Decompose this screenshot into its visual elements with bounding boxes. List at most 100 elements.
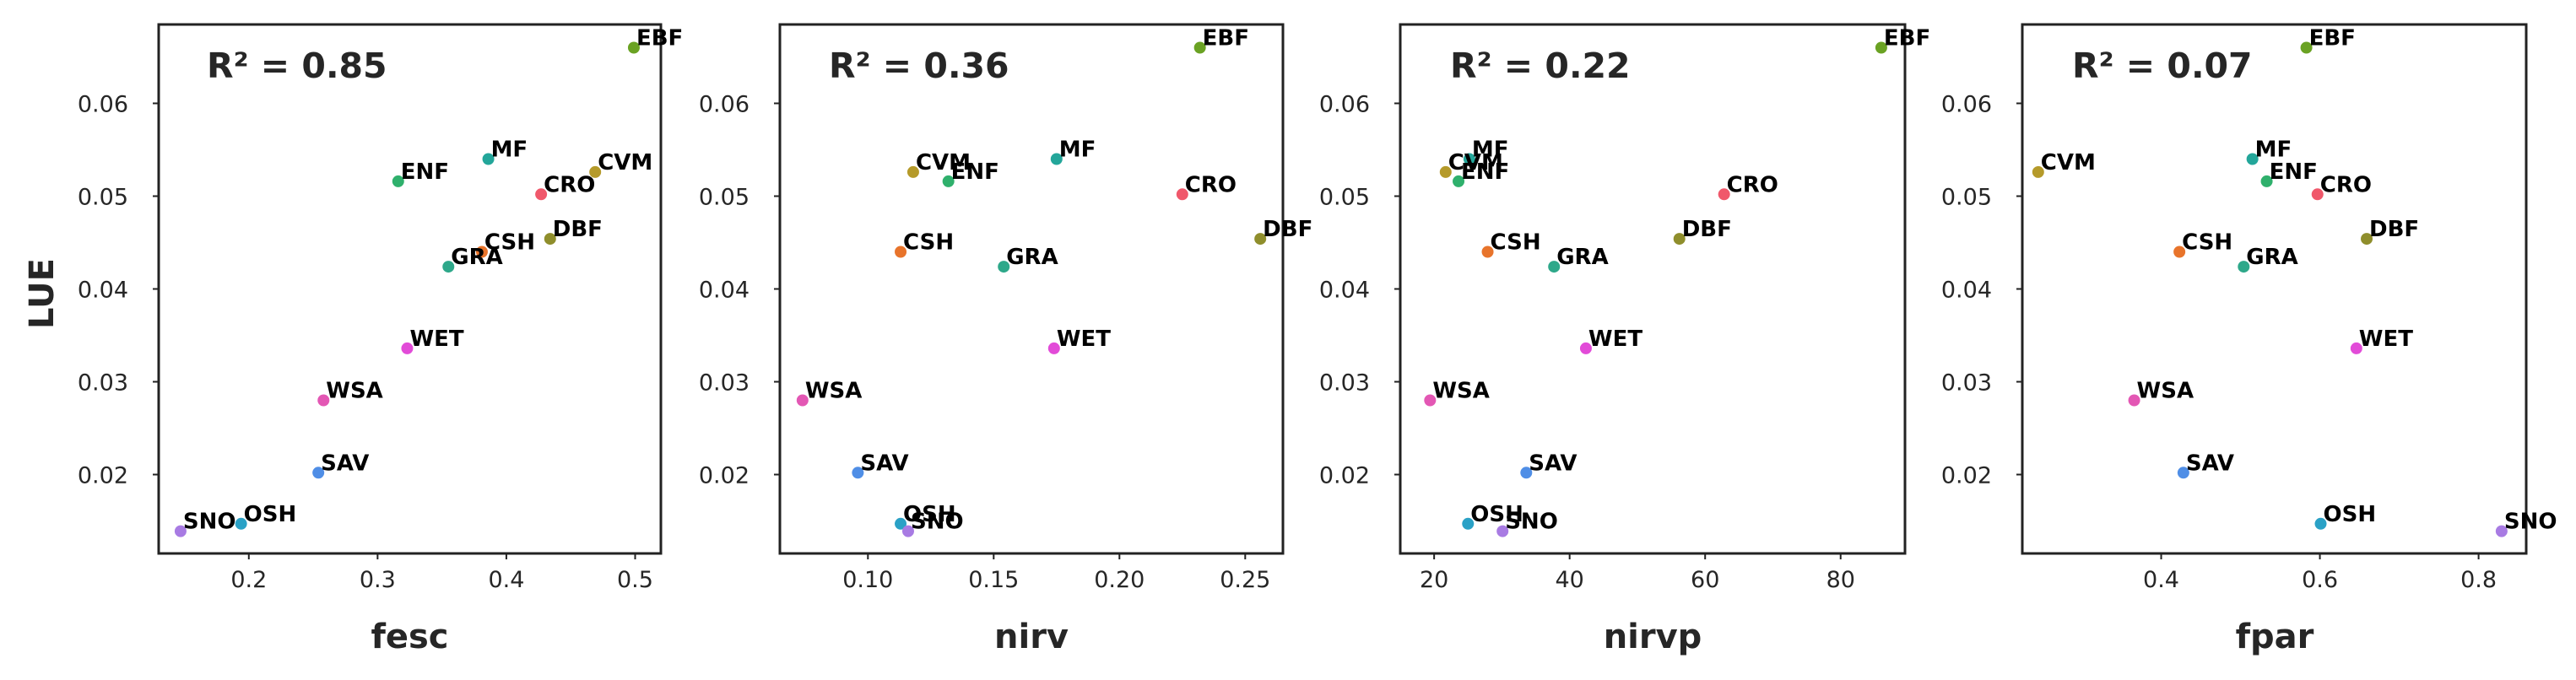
point-label-osh: OSH xyxy=(2323,502,2376,527)
point-label-dbf: DBF xyxy=(1263,217,1312,242)
r2-annotation: R² = 0.22 xyxy=(1450,46,1631,86)
data-point-sno xyxy=(2495,525,2508,537)
point-label-gra: GRA xyxy=(1556,245,1608,270)
y-tick-label: 0.06 xyxy=(78,92,128,118)
point-label-wsa: WSA xyxy=(805,379,863,404)
data-point-gra xyxy=(2238,261,2250,273)
data-point-enf xyxy=(2260,175,2273,187)
point-label-osh: OSH xyxy=(1470,502,1523,527)
data-point-sav xyxy=(1520,467,1533,479)
data-point-enf xyxy=(942,175,955,187)
data-point-gra xyxy=(998,261,1010,273)
y-tick-label: 0.04 xyxy=(1319,278,1370,304)
y-tick-label: 0.03 xyxy=(1319,370,1370,397)
point-label-csh: CSH xyxy=(903,230,954,256)
y-tick-label: 0.03 xyxy=(78,370,128,397)
point-label-dbf: DBF xyxy=(1682,217,1732,242)
data-point-mf xyxy=(2246,153,2259,165)
data-point-csh xyxy=(895,246,907,258)
point-label-ebf: EBF xyxy=(2309,26,2356,51)
data-point-csh xyxy=(2173,246,2186,258)
data-point-cro xyxy=(2311,188,2324,201)
point-label-gra: GRA xyxy=(451,245,502,270)
y-tick-label: 0.03 xyxy=(699,370,750,397)
point-label-ebf: EBF xyxy=(636,26,683,51)
data-point-sav xyxy=(852,467,864,479)
x-tick-label: 20 xyxy=(1420,567,1448,593)
point-label-cvm: CVM xyxy=(598,150,652,175)
data-point-wsa xyxy=(2128,394,2140,407)
data-point-enf xyxy=(1453,175,1465,187)
x-tick-label: 0.6 xyxy=(2302,567,2338,593)
point-label-wsa: WSA xyxy=(326,379,383,404)
point-label-enf: ENF xyxy=(401,159,449,185)
point-label-ebf: EBF xyxy=(1203,26,1249,51)
data-point-csh xyxy=(475,246,488,258)
y-tick-label: 0.05 xyxy=(699,185,750,211)
data-point-cvm xyxy=(589,165,602,178)
point-label-gra: GRA xyxy=(2246,245,2297,270)
data-point-mf xyxy=(1463,153,1475,165)
plot-frame xyxy=(1399,23,1907,555)
point-label-sno: SNO xyxy=(1505,510,1558,535)
data-point-cvm xyxy=(1439,165,1452,178)
x-tick-label: 0.20 xyxy=(1094,567,1145,593)
y-tick-label: 0.02 xyxy=(1319,463,1370,489)
data-point-dbf xyxy=(1254,233,1267,246)
point-label-dbf: DBF xyxy=(553,217,603,242)
point-label-enf: ENF xyxy=(1461,159,1509,185)
panel-fpar: R² = 0.07 fpar 0.4 0.6 0.8 0.02 0.03 0.04 0.05… xyxy=(1941,23,2557,656)
point-label-mf: MF xyxy=(2255,138,2292,163)
point-label-cvm: CVM xyxy=(1448,150,1503,175)
r2-annotation: R² = 0.36 xyxy=(829,46,1009,86)
data-point-gra xyxy=(442,261,455,273)
x-tick-label: 0.3 xyxy=(360,567,396,593)
data-point-sno xyxy=(1496,525,1509,537)
y-tick-label: 0.06 xyxy=(699,92,750,118)
point-label-sno: SNO xyxy=(2504,510,2557,535)
data-point-cro xyxy=(1718,188,1730,201)
y-axis-label: LUE xyxy=(23,258,62,329)
data-point-osh xyxy=(235,517,247,530)
point-label-cro: CRO xyxy=(1185,172,1237,197)
x-tick-label: 40 xyxy=(1555,567,1583,593)
y-tick-label: 0.02 xyxy=(78,463,128,489)
x-tick-label: 0.2 xyxy=(230,567,267,593)
point-label-enf: ENF xyxy=(951,159,999,185)
data-point-wet xyxy=(1047,342,1060,354)
point-label-cro: CRO xyxy=(1727,172,1778,197)
x-axis-label: fesc xyxy=(371,618,448,656)
point-label-cro: CRO xyxy=(544,172,595,197)
point-label-gra: GRA xyxy=(1006,245,1058,270)
data-point-dbf xyxy=(1673,233,1686,246)
data-point-osh xyxy=(1462,517,1475,530)
data-point-enf xyxy=(392,175,404,187)
point-label-enf: ENF xyxy=(2270,159,2318,185)
data-point-osh xyxy=(2314,517,2327,530)
x-tick-label: 0.15 xyxy=(968,567,1019,593)
data-point-gra xyxy=(1548,261,1561,273)
data-point-sno xyxy=(901,525,914,537)
r2-annotation: R² = 0.07 xyxy=(2072,46,2253,86)
data-point-wet xyxy=(1579,342,1592,354)
x-tick-label: 0.10 xyxy=(842,567,893,593)
point-label-csh: CSH xyxy=(484,230,535,256)
panel-nirvp: R² = 0.22 nirvp 20 40 60 80 0.02 0.03 0.04 0.05… xyxy=(1319,23,1930,656)
point-label-csh: CSH xyxy=(2182,230,2232,256)
y-tick-label: 0.03 xyxy=(1941,370,1992,397)
data-point-dbf xyxy=(2361,233,2373,246)
plot-frame xyxy=(2021,23,2528,555)
point-label-sav: SAV xyxy=(860,451,908,476)
point-label-sav: SAV xyxy=(1529,451,1577,476)
point-label-dbf: DBF xyxy=(2369,217,2419,242)
point-label-cvm: CVM xyxy=(916,150,971,175)
point-label-wet: WET xyxy=(409,327,463,352)
panel-fesc: R² = 0.85 fesc 0.2 0.3 0.4 0.5 0.02 0.03 0.04 0… xyxy=(78,23,683,656)
point-label-wet: WET xyxy=(2359,327,2413,352)
y-tick-label: 0.05 xyxy=(1319,185,1370,211)
data-point-wsa xyxy=(317,394,330,407)
data-point-wet xyxy=(401,342,414,354)
data-point-osh xyxy=(895,517,907,530)
point-label-wet: WET xyxy=(1588,327,1642,352)
y-tick-label: 0.02 xyxy=(1941,463,1992,489)
